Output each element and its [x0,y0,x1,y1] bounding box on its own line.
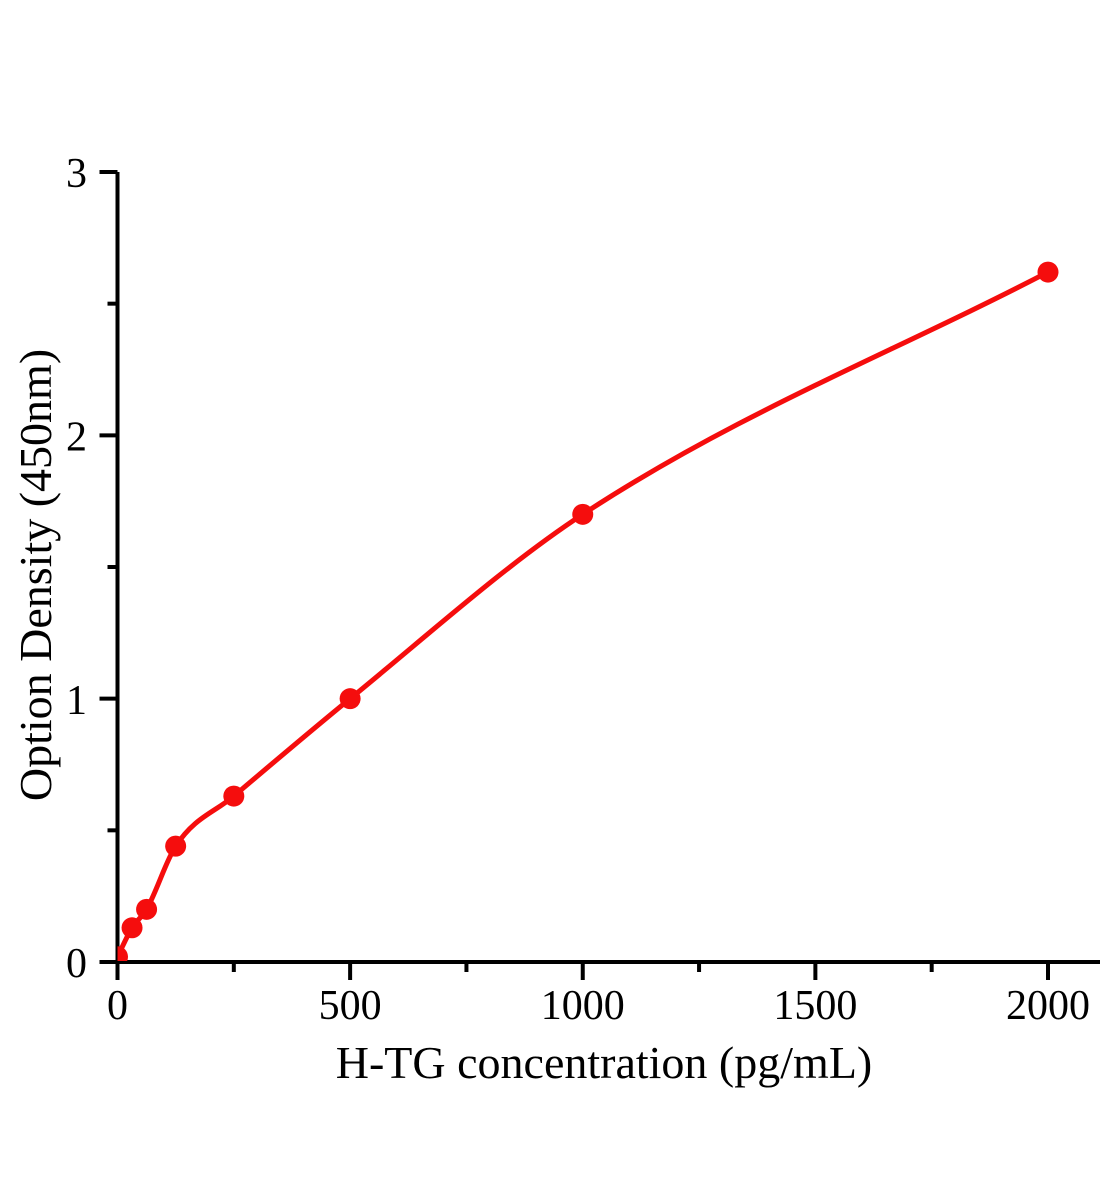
data-point [1037,261,1059,283]
data-point [121,917,143,939]
data-point [165,835,187,857]
fit-curve [117,269,1050,958]
data-point [136,898,158,920]
y-axis-title: Option Density (450nm) [10,349,61,801]
y-tick-label: 3 [66,151,87,197]
data-point [117,946,128,961]
x-tick-label: 1000 [541,983,625,1029]
x-axis-title: H-TG concentration (pg/mL) [336,1037,872,1088]
y-tick-label: 2 [66,414,87,460]
x-tick-label: 2000 [1006,983,1090,1029]
data-point [572,503,594,525]
data-point [223,785,245,807]
x-tick-label: 500 [319,983,382,1029]
y-tick-label: 0 [66,941,87,987]
x-tick-label: 0 [107,983,128,1029]
y-tick-label: 1 [66,678,87,724]
x-tick-label: 1500 [773,983,857,1029]
data-point [339,688,361,710]
